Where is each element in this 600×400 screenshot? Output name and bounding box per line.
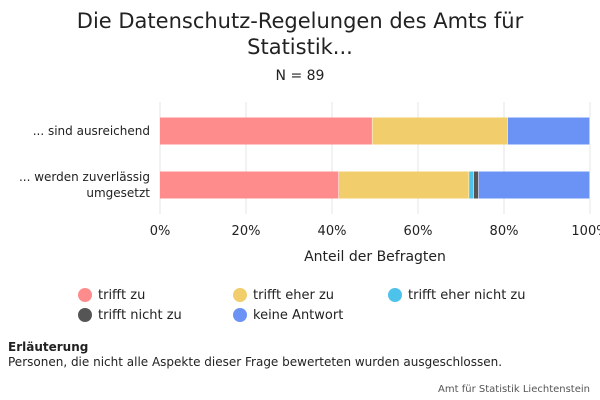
legend-item: trifft eher zu: [233, 286, 388, 304]
legend-swatch: [388, 288, 402, 302]
bar-segment: [160, 171, 339, 199]
legend-label: keine Antwort: [253, 307, 344, 323]
bar-segment: [338, 171, 470, 199]
bar-segment: [507, 117, 590, 145]
legend-label: trifft zu: [98, 287, 146, 303]
chart-title-text: Die Datenschutz-Regelungen des Amts für …: [76, 9, 524, 59]
bar-segment: [160, 117, 373, 145]
legend-label: trifft eher zu: [253, 287, 335, 303]
category-label: ... sind ausreichend: [33, 124, 150, 138]
bar-segment: [372, 117, 508, 145]
legend-swatch: [78, 308, 92, 322]
bar-segment: [473, 171, 479, 199]
x-tick-label: 100%: [571, 224, 600, 239]
x-tick-label: 20%: [232, 224, 261, 239]
x-axis-label: Anteil der Befragten: [304, 249, 446, 265]
bar-segment: [469, 171, 474, 199]
x-tick-label: 60%: [404, 224, 433, 239]
bar-segment: [478, 171, 590, 199]
x-tick-label: 80%: [490, 224, 519, 239]
legend-item: trifft eher nicht zu: [388, 286, 558, 304]
stacked-bar-chart: 0% 20% 40% 60% 80% 100% Anteil der Befragten..…: [19, 102, 600, 265]
note-text: Personen, die nicht alle Aspekte dieser …: [8, 355, 503, 369]
legend-item: trifft zu: [78, 286, 233, 304]
category-label: ... werden zuverlässig: [19, 170, 150, 184]
chart-title: Die Datenschutz-Regelungen des Amts für …: [0, 8, 600, 60]
category-label: umgesetzt: [86, 186, 150, 200]
legend-label: trifft nicht zu: [98, 307, 182, 323]
chart-subtitle: N = 89: [275, 68, 325, 84]
legend-item: trifft nicht zu: [78, 306, 233, 324]
source-credit: Amt für Statistik Liechtenstein: [438, 384, 590, 395]
legend-label: trifft eher nicht zu: [408, 287, 526, 303]
x-tick-label: 40%: [318, 224, 347, 239]
legend-swatch: [233, 288, 247, 302]
note-title: Erläuterung: [8, 340, 89, 354]
chart-legend: trifft zu trifft eher zu trifft eher nicht…: [78, 286, 558, 324]
legend-item: keine Antwort: [233, 306, 388, 324]
legend-swatch: [78, 288, 92, 302]
legend-swatch: [233, 308, 247, 322]
x-tick-label: 0%: [150, 224, 171, 239]
